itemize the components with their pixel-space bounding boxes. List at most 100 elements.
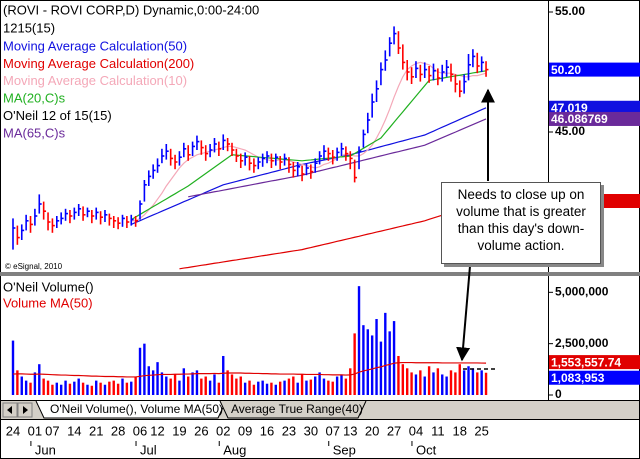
volume-bar bbox=[318, 372, 321, 395]
volume-bar bbox=[445, 376, 448, 395]
volume-bar bbox=[55, 382, 58, 395]
volume-bar bbox=[169, 378, 172, 395]
legend-entry: Moving Average Calculation(50) bbox=[3, 38, 187, 53]
volume-bar bbox=[344, 378, 348, 395]
volume-bar bbox=[278, 381, 282, 395]
volume-bar bbox=[270, 382, 273, 395]
volume-bar bbox=[331, 381, 334, 395]
volume-bar bbox=[20, 376, 23, 395]
volume-bar bbox=[375, 319, 378, 395]
volume-bar bbox=[287, 378, 291, 395]
volume-bar bbox=[484, 372, 488, 395]
volume-bar bbox=[213, 374, 216, 395]
volume-bar bbox=[406, 368, 409, 395]
ma-line bbox=[179, 200, 487, 270]
x-tick-label: 13 bbox=[343, 423, 357, 438]
volume-bar bbox=[366, 329, 369, 395]
volume-bar bbox=[427, 366, 431, 395]
volume-bar bbox=[300, 374, 304, 395]
volume-bar bbox=[95, 380, 98, 395]
volume-bar bbox=[480, 370, 483, 395]
volume-bar bbox=[397, 355, 400, 395]
volume-bar bbox=[81, 382, 85, 395]
value-box bbox=[549, 370, 640, 385]
volume-bar bbox=[458, 364, 461, 395]
volume-bar bbox=[362, 325, 365, 395]
volume-bar bbox=[33, 372, 37, 395]
x-tick-label: 24 bbox=[6, 423, 20, 438]
volume-bar bbox=[467, 366, 470, 395]
volume-bar bbox=[243, 382, 247, 395]
chart-title: (ROVI - ROVI CORP,D) Dynamic,0:00-24:00 bbox=[3, 2, 259, 17]
ma-line bbox=[12, 361, 487, 378]
y-tick-label: 5,000,000 bbox=[555, 284, 609, 298]
volume-bar bbox=[187, 376, 190, 395]
tab[interactable] bbox=[219, 400, 367, 419]
volume-bar bbox=[116, 383, 120, 395]
volume-bar bbox=[182, 368, 186, 395]
tab-label[interactable]: Average True Range(40) bbox=[231, 402, 363, 416]
price-plot bbox=[12, 26, 489, 270]
callout: Needs to close up on volume that is grea… bbox=[441, 182, 601, 264]
x-tick-label: 06 bbox=[133, 423, 147, 438]
volume-bar bbox=[261, 380, 264, 395]
volume-bar bbox=[24, 380, 28, 395]
volume-bar bbox=[410, 372, 413, 395]
legend-entry: O'Neil 12 of 15(15) bbox=[3, 108, 112, 123]
volume-bar bbox=[178, 380, 181, 395]
volume-bar bbox=[121, 378, 124, 395]
volume-bar bbox=[59, 384, 63, 395]
volume-bar bbox=[230, 374, 234, 395]
volume-bar bbox=[476, 372, 479, 395]
volume-bar bbox=[322, 378, 326, 395]
volume-bar bbox=[191, 372, 194, 395]
value-label: 47.019 bbox=[551, 101, 588, 115]
volume-bar bbox=[239, 376, 242, 395]
x-tick-label: 01 bbox=[28, 423, 42, 438]
volume-bar bbox=[471, 368, 475, 395]
volume-bar bbox=[64, 380, 67, 395]
volume-bar bbox=[283, 380, 286, 395]
y-tick-label: 45.00 bbox=[555, 124, 585, 138]
y-tick-label: 0 bbox=[555, 387, 562, 401]
x-tick-label: 14 bbox=[67, 423, 81, 438]
volume-bar bbox=[68, 383, 72, 395]
scroll-right-icon bbox=[23, 406, 28, 414]
tab-label[interactable]: O'Neil Volume(), Volume MA(50) bbox=[50, 402, 223, 416]
x-tick-label: 07 bbox=[45, 423, 59, 438]
volume-bar bbox=[265, 383, 269, 395]
volume-bar bbox=[134, 376, 137, 395]
volume-bar bbox=[11, 340, 15, 395]
x-tick-label: 09 bbox=[238, 423, 252, 438]
month-label: Sep bbox=[333, 442, 356, 457]
volume-bar bbox=[392, 321, 396, 395]
volume-bar bbox=[257, 381, 260, 395]
volume-bar bbox=[147, 366, 150, 395]
volume-bar bbox=[86, 384, 89, 395]
x-tick-label: 12 bbox=[150, 423, 164, 438]
tab-bar: O'Neil Volume(), Volume MA(50) Average T… bbox=[1, 400, 639, 419]
volume-bar bbox=[292, 376, 295, 395]
x-tick-label: 11 bbox=[431, 423, 445, 438]
tab[interactable] bbox=[35, 400, 227, 419]
x-tick-label: 02 bbox=[216, 423, 230, 438]
panel-splitter bbox=[0, 272, 640, 276]
x-tick-label: 20 bbox=[365, 423, 379, 438]
volume-bar bbox=[309, 379, 313, 395]
date-axis: 24 01 07 14 21 28 06 12 19 26 02 09 16 23 30 07 13 20 27 04… bbox=[6, 423, 489, 457]
volume-bar bbox=[90, 385, 94, 395]
volume-bar bbox=[454, 372, 457, 395]
volume-bar bbox=[305, 380, 308, 395]
volume-bar bbox=[217, 382, 221, 395]
volume-bar bbox=[125, 382, 129, 395]
value-label: 50.20 bbox=[551, 63, 581, 77]
volume-bar bbox=[423, 376, 426, 395]
scroll-left-icon bbox=[7, 406, 12, 414]
volume-bar bbox=[349, 368, 352, 395]
volume-bar bbox=[208, 380, 212, 395]
callout-arrow bbox=[456, 265, 471, 362]
volume-bar bbox=[296, 382, 299, 395]
volume-bar bbox=[77, 378, 80, 395]
volume-bar bbox=[173, 374, 177, 395]
volume-bar bbox=[462, 370, 466, 395]
